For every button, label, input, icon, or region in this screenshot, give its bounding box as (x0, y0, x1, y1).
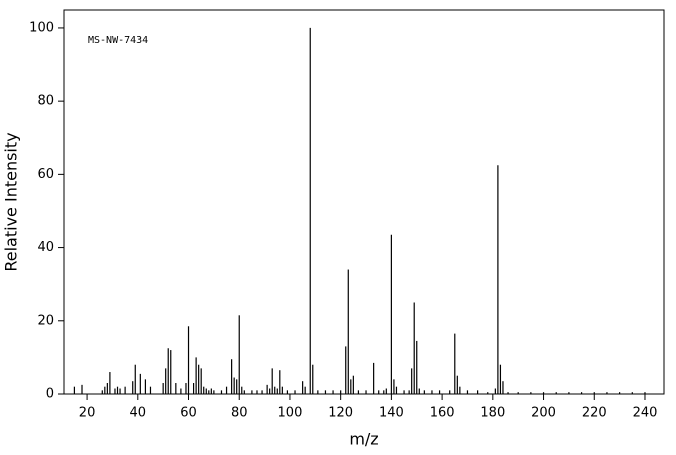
x-tick-label: 200 (531, 406, 556, 421)
y-tick-label: 40 (37, 240, 54, 255)
x-tick-label: 20 (79, 406, 96, 421)
x-tick-label: 160 (430, 406, 455, 421)
y-tick-label: 20 (37, 313, 54, 328)
annotation: MS-NW-7434 (88, 35, 148, 46)
y-tick-label: 100 (29, 20, 54, 35)
x-tick-label: 40 (130, 406, 147, 421)
x-tick-label: 100 (278, 406, 303, 421)
x-tick-label: 60 (180, 406, 197, 421)
x-axis-label: m/z (349, 430, 378, 449)
x-tick-label: 220 (582, 406, 607, 421)
x-tick-label: 240 (633, 406, 658, 421)
x-tick-label: 140 (379, 406, 404, 421)
plot-frame (63, 9, 665, 395)
y-tick-label: 80 (37, 94, 54, 109)
x-tick-label: 120 (328, 406, 353, 421)
x-tick-label: 180 (480, 406, 505, 421)
y-axis-label: Relative Intensity (2, 132, 21, 271)
x-tick-label: 80 (231, 406, 248, 421)
y-tick-label: 0 (46, 387, 54, 402)
y-tick-label: 60 (37, 167, 54, 182)
